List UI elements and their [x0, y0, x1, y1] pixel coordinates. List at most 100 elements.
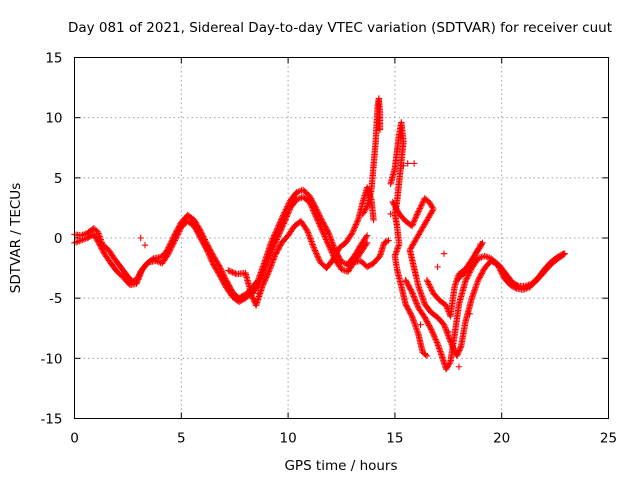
data-point — [134, 276, 142, 283]
data-point — [424, 278, 431, 285]
data-point — [319, 229, 327, 236]
data-point — [314, 217, 321, 224]
data-point — [276, 230, 283, 237]
data-point — [412, 214, 420, 221]
data-point — [404, 160, 411, 167]
data-point — [320, 230, 327, 237]
data-point — [410, 218, 418, 225]
data-point — [133, 279, 141, 286]
data-point — [230, 269, 238, 277]
data-point — [473, 247, 481, 255]
data-point — [225, 267, 232, 274]
data-point — [314, 253, 321, 260]
data-point — [260, 269, 267, 276]
data-point — [413, 212, 420, 220]
data-point — [270, 243, 277, 250]
data-point — [465, 272, 472, 279]
data-point — [465, 270, 473, 278]
data-point — [259, 281, 267, 288]
data-point — [325, 242, 332, 249]
data-point — [267, 263, 274, 271]
data-point — [208, 258, 216, 265]
data-point — [312, 211, 319, 219]
data-point — [265, 268, 273, 275]
data-point — [227, 268, 235, 275]
data-point — [419, 199, 426, 206]
data-point — [306, 233, 313, 241]
data-point — [440, 250, 448, 257]
data-point — [269, 259, 276, 266]
data-point — [466, 310, 473, 318]
y-tick-labels: 15 10 5 0 -5 -10 -15 — [40, 51, 62, 428]
data-point — [264, 256, 272, 264]
data-point — [348, 229, 356, 237]
data-point — [319, 227, 326, 234]
data-point — [215, 270, 223, 278]
data-point — [312, 248, 319, 256]
data-point — [264, 258, 271, 265]
data-point — [249, 295, 257, 302]
data-point — [442, 302, 450, 309]
data-point — [204, 248, 211, 255]
data-point — [173, 234, 180, 241]
data-point — [441, 324, 449, 331]
plot-frame — [74, 57, 609, 419]
data-point — [306, 200, 314, 207]
data-point — [411, 215, 419, 222]
data-point — [165, 250, 172, 257]
data-point — [385, 237, 392, 244]
data-point — [274, 234, 281, 242]
data-point — [466, 269, 473, 276]
data-point — [165, 248, 173, 256]
data-point — [281, 218, 288, 226]
data-point — [425, 281, 433, 288]
data-point — [455, 363, 463, 370]
data-point — [350, 227, 357, 234]
data-point — [176, 226, 184, 234]
data-point — [310, 244, 317, 251]
data-point — [422, 351, 429, 358]
data-point — [454, 275, 462, 283]
data-point — [324, 240, 332, 247]
data-point — [279, 221, 287, 229]
x-axis-label: GPS time / hours — [284, 458, 397, 474]
data-point — [514, 282, 521, 289]
data-point — [326, 244, 334, 252]
data-point — [428, 287, 436, 294]
data-point — [322, 234, 329, 242]
data-point — [266, 252, 274, 259]
data-point — [267, 249, 275, 256]
data-point — [276, 229, 284, 236]
data-point — [144, 260, 152, 267]
data-point — [328, 247, 335, 255]
data-point — [205, 249, 212, 257]
data-point — [453, 352, 461, 360]
data-point — [311, 247, 319, 254]
data-point — [421, 350, 429, 357]
y-tick-label: -10 — [40, 351, 62, 367]
data-point — [308, 238, 315, 245]
data-point — [383, 238, 391, 245]
data-point — [354, 218, 361, 225]
data-point — [468, 259, 475, 266]
data-point — [175, 228, 183, 235]
chart-title: Day 081 of 2021, Sidereal Day-to-day VTE… — [68, 20, 612, 36]
data-point — [266, 265, 274, 272]
data-point — [464, 273, 471, 281]
data-point — [279, 223, 286, 230]
x-tick-labels: 0 5 10 15 20 25 — [70, 431, 617, 447]
data-point — [412, 298, 420, 306]
data-point — [416, 205, 424, 212]
data-point — [170, 238, 178, 246]
data-point — [316, 221, 323, 229]
y-tick-label: -15 — [40, 412, 62, 428]
data-point — [313, 250, 320, 257]
data-point — [284, 211, 291, 219]
data-point — [456, 347, 463, 354]
data-point — [205, 251, 213, 258]
data-point — [268, 260, 275, 268]
data-point — [313, 214, 320, 221]
data-point — [137, 269, 145, 276]
data-point — [259, 270, 267, 278]
data-point — [411, 216, 418, 224]
